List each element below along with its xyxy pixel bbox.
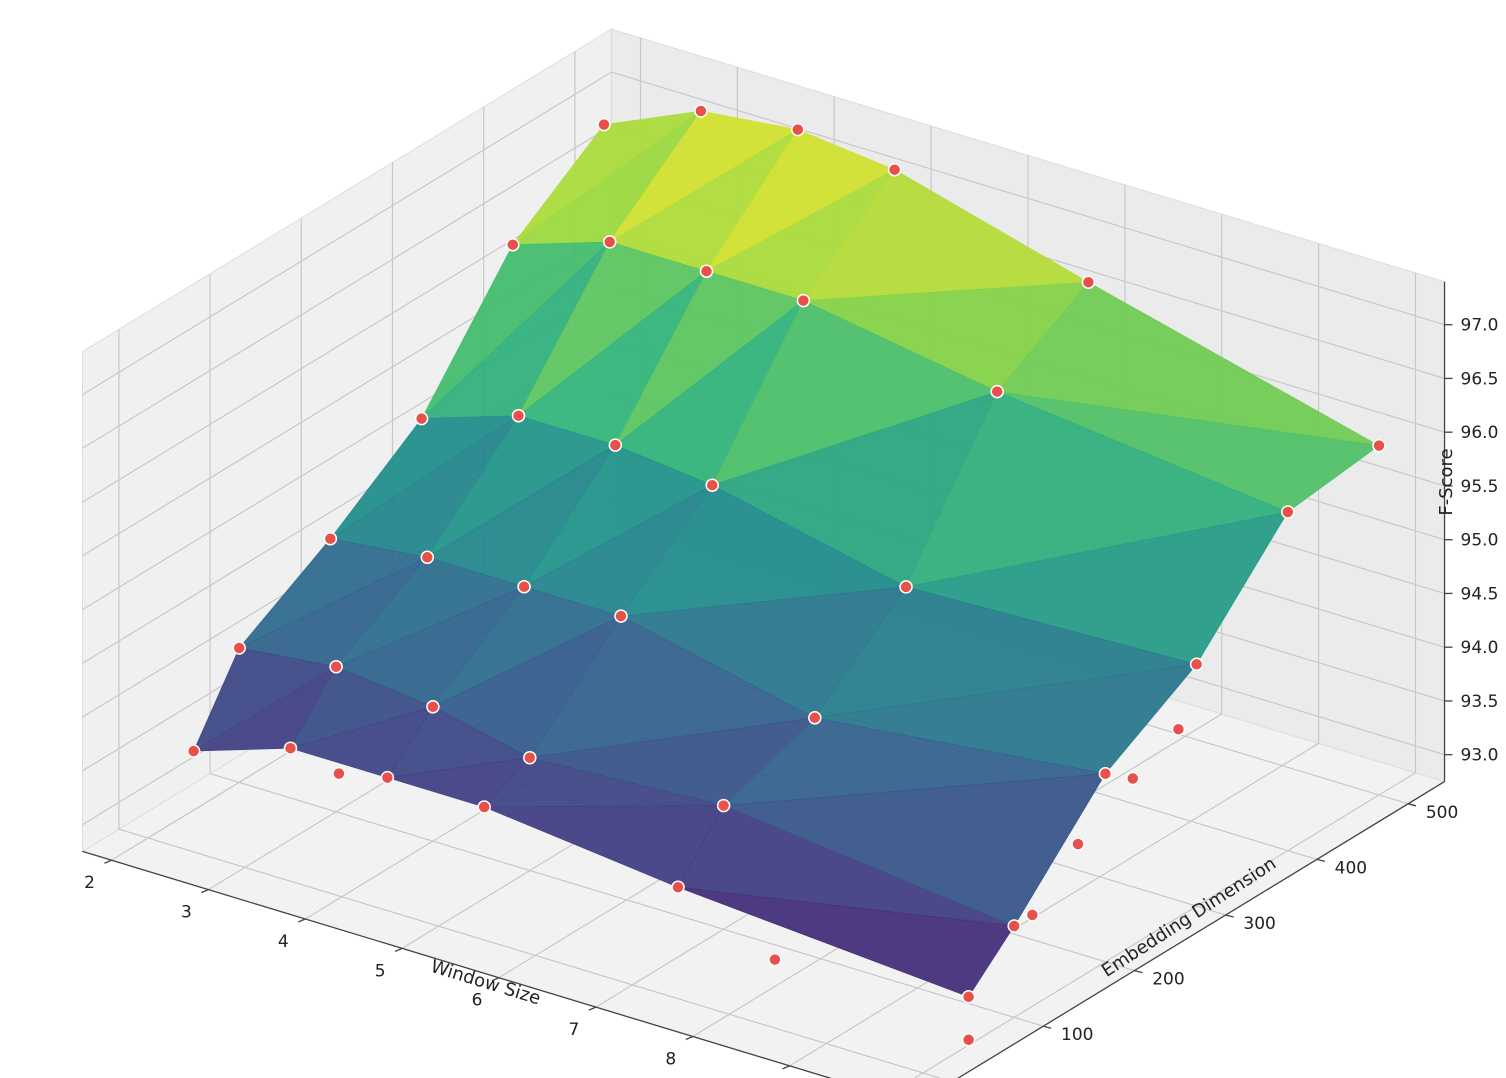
x-tick-label: 6	[472, 991, 483, 1011]
y-gridline	[209, 273, 1044, 1027]
data-point	[614, 609, 628, 623]
data-point	[380, 770, 395, 785]
data-point	[716, 798, 731, 813]
data-point	[990, 384, 1004, 399]
surface-facet	[723, 773, 1106, 927]
data-point	[808, 711, 822, 725]
x-tick-label: 8	[665, 1049, 676, 1069]
x-tick-label: 4	[278, 932, 289, 952]
data-point	[1025, 908, 1040, 922]
x-tick	[104, 859, 112, 864]
y-tick-label: 300	[1243, 914, 1275, 934]
data-point	[671, 880, 685, 894]
data-point	[523, 750, 537, 765]
data-point	[1081, 275, 1096, 289]
y-gridline	[118, 329, 942, 1078]
z-tick-label: 96.5	[1461, 369, 1499, 389]
y-tick	[1225, 914, 1234, 918]
z-tick-label: 93.5	[1461, 692, 1499, 712]
data-point	[961, 990, 976, 1004]
data-point	[323, 531, 338, 546]
data-point	[283, 741, 298, 755]
y-tick	[1043, 1025, 1052, 1029]
y-tick	[1407, 803, 1417, 807]
data-point	[511, 408, 526, 423]
y-tick-label: 400	[1335, 858, 1367, 878]
x-gridline	[913, 272, 1417, 1078]
y-tick	[1316, 858, 1326, 863]
z-tick-label: 93.0	[1461, 746, 1499, 766]
data-point	[1281, 505, 1295, 519]
data-point	[1098, 766, 1113, 781]
x-tick	[491, 977, 500, 982]
x-tick-label: 7	[568, 1020, 579, 1040]
data-point	[699, 264, 714, 278]
surface-facet	[677, 886, 1015, 998]
y-tick-label: 200	[1152, 970, 1184, 990]
data-point	[1189, 657, 1204, 672]
data-point	[477, 800, 491, 814]
y-tick-label: 500	[1426, 803, 1458, 823]
data-point	[426, 700, 440, 714]
x-tick	[685, 1035, 694, 1041]
data-point	[597, 117, 611, 132]
z-tick-label: 96.0	[1461, 423, 1499, 443]
z-tick-label: 94.5	[1461, 584, 1499, 604]
x-axis-line	[82, 850, 832, 1078]
data-point	[332, 766, 346, 781]
data-point	[414, 411, 429, 426]
data-point	[705, 478, 719, 492]
y-tick-label: 100	[1061, 1025, 1093, 1045]
data-point	[899, 580, 913, 594]
data-point	[506, 237, 520, 252]
surface	[192, 110, 1380, 998]
axes: 2345678910010020030040050093.093.594.094…	[82, 281, 1499, 1078]
data-point	[232, 641, 246, 655]
y-tick	[1134, 969, 1143, 974]
z-tick-label: 95.0	[1461, 531, 1499, 551]
z-axis-label: F-Score	[1436, 448, 1457, 515]
data-point	[1372, 438, 1386, 453]
data-point	[602, 235, 617, 249]
data-point	[1171, 722, 1186, 736]
data-point	[768, 952, 782, 967]
z-tick-label: 94.0	[1461, 638, 1499, 658]
x-tick	[201, 889, 209, 894]
data-point	[694, 104, 708, 118]
data-point	[887, 162, 902, 177]
data-markers	[186, 104, 1386, 1047]
data-point	[791, 122, 805, 137]
x-tick	[588, 1006, 597, 1011]
data-point	[420, 550, 435, 565]
x-tick	[394, 947, 403, 952]
x-tick	[298, 918, 306, 923]
data-point	[1007, 919, 1021, 933]
data-point	[608, 438, 623, 452]
data-point	[186, 744, 201, 758]
data-point	[961, 1033, 976, 1047]
x-tick-label: 3	[181, 903, 192, 923]
z-tick-label: 97.0	[1461, 316, 1499, 336]
x-tick	[782, 1065, 790, 1070]
data-point	[1126, 771, 1140, 786]
y-axis-line	[957, 781, 1445, 1078]
data-point	[1071, 837, 1085, 851]
z-gridline	[82, 71, 1445, 396]
x-tick-label: 2	[84, 873, 95, 893]
data-point	[329, 659, 343, 674]
data-point	[796, 293, 811, 308]
x-tick-label: 5	[375, 961, 386, 981]
data-point	[517, 579, 531, 594]
z-tick-label: 95.5	[1461, 477, 1499, 497]
